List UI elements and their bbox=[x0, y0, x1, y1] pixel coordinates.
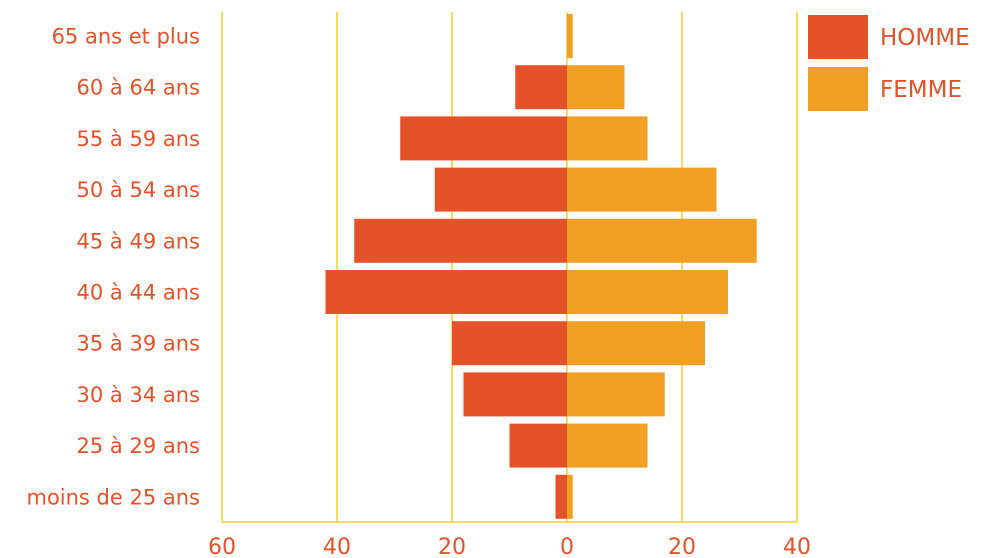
bars bbox=[325, 14, 757, 519]
category-label: 25 à 29 ans bbox=[77, 434, 200, 458]
bar-femme-2 bbox=[567, 116, 648, 161]
bar-homme-8 bbox=[509, 423, 567, 468]
bar-femme-9 bbox=[567, 474, 573, 519]
category-label: 35 à 39 ans bbox=[77, 332, 200, 356]
x-tick-label: 0 bbox=[560, 535, 574, 558]
bar-homme-4 bbox=[354, 218, 567, 263]
legend-label-homme: HOMME bbox=[880, 25, 970, 51]
bar-femme-8 bbox=[567, 423, 648, 468]
category-label: 40 à 44 ans bbox=[77, 281, 200, 305]
bar-femme-7 bbox=[567, 372, 665, 417]
x-tick-label: 60 bbox=[208, 535, 236, 558]
bar-homme-2 bbox=[400, 116, 567, 161]
category-label: 50 à 54 ans bbox=[77, 178, 200, 202]
bar-femme-0 bbox=[567, 14, 573, 58]
category-label: 55 à 59 ans bbox=[77, 127, 200, 151]
x-tick-label: 20 bbox=[668, 535, 696, 558]
bar-femme-1 bbox=[567, 65, 625, 110]
legend-swatch-homme bbox=[808, 15, 868, 59]
bar-homme-6 bbox=[452, 321, 567, 366]
bar-homme-7 bbox=[463, 372, 567, 417]
bar-homme-9 bbox=[555, 474, 567, 519]
category-label: 65 ans et plus bbox=[52, 25, 200, 49]
x-tick-label: 40 bbox=[323, 535, 351, 558]
legend-swatch-femme bbox=[808, 67, 868, 111]
bar-homme-1 bbox=[515, 65, 567, 110]
bar-femme-4 bbox=[567, 218, 757, 263]
category-label: moins de 25 ans bbox=[26, 485, 200, 509]
legend-label-femme: FEMME bbox=[880, 77, 962, 103]
x-tick-labels: 60 40 20 0 20 40 bbox=[208, 535, 811, 558]
bar-femme-5 bbox=[567, 270, 728, 314]
legend: HOMME FEMME bbox=[808, 15, 970, 111]
bar-homme-5 bbox=[325, 270, 567, 314]
bar-femme-6 bbox=[567, 321, 705, 366]
bar-femme-3 bbox=[567, 167, 717, 212]
category-label: 30 à 34 ans bbox=[77, 383, 200, 407]
category-label: 45 à 49 ans bbox=[77, 229, 200, 253]
bar-homme-3 bbox=[434, 167, 567, 212]
x-tick-label: 40 bbox=[783, 535, 811, 558]
x-tick-label: 20 bbox=[438, 535, 466, 558]
category-labels: 65 ans et plus 60 à 64 ans 55 à 59 ans 50 à… bbox=[26, 25, 200, 510]
category-label: 60 à 64 ans bbox=[77, 76, 200, 100]
